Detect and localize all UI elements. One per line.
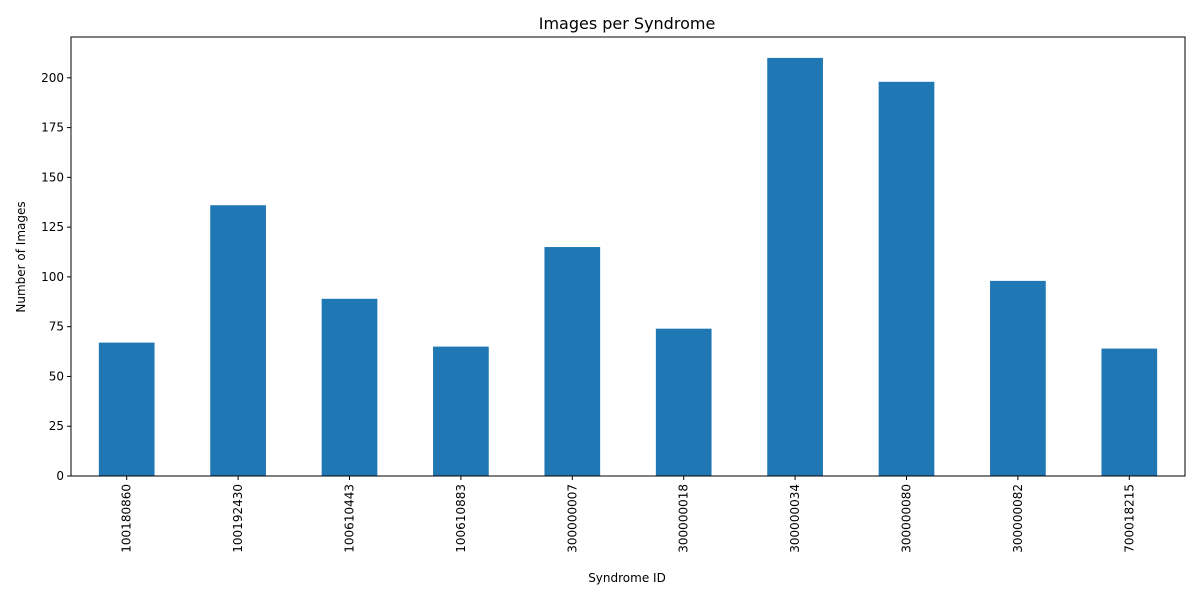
x-tick-label: 700018215 xyxy=(1122,484,1136,553)
bar-300000018 xyxy=(656,329,712,476)
bar-700018215 xyxy=(1101,349,1157,476)
y-tick-label: 75 xyxy=(49,320,64,334)
bar-300000007 xyxy=(544,247,600,476)
y-tick-label: 150 xyxy=(41,170,64,184)
x-tick-label: 300000082 xyxy=(1011,484,1025,553)
x-tick-label: 300000080 xyxy=(900,484,914,553)
y-tick-label: 0 xyxy=(56,469,64,483)
y-tick-label: 200 xyxy=(41,71,64,85)
x-tick-label: 300000007 xyxy=(565,484,579,553)
bar-100610883 xyxy=(433,347,489,476)
y-tick-label: 50 xyxy=(49,369,64,383)
x-tick-label: 300000034 xyxy=(788,484,802,553)
x-tick-label: 100610443 xyxy=(343,484,357,553)
y-tick-label: 175 xyxy=(41,121,64,135)
bar-300000082 xyxy=(990,281,1046,476)
bar-100192430 xyxy=(210,205,266,476)
x-tick-label: 100180860 xyxy=(120,484,134,553)
y-tick-label: 25 xyxy=(49,419,64,433)
y-axis-label: Number of Images xyxy=(14,201,28,312)
bar-100180860 xyxy=(99,343,155,476)
chart-title: Images per Syndrome xyxy=(539,14,716,33)
x-tick-label: 100610883 xyxy=(454,484,468,553)
bar-100610443 xyxy=(322,299,378,476)
y-tick-label: 100 xyxy=(41,270,64,284)
y-tick-label: 125 xyxy=(41,220,64,234)
x-tick-label: 100192430 xyxy=(231,484,245,553)
bar-300000034 xyxy=(767,58,823,476)
x-axis-label: Syndrome ID xyxy=(588,571,666,585)
bar-300000080 xyxy=(879,82,935,476)
x-tick-label: 300000018 xyxy=(677,484,691,553)
